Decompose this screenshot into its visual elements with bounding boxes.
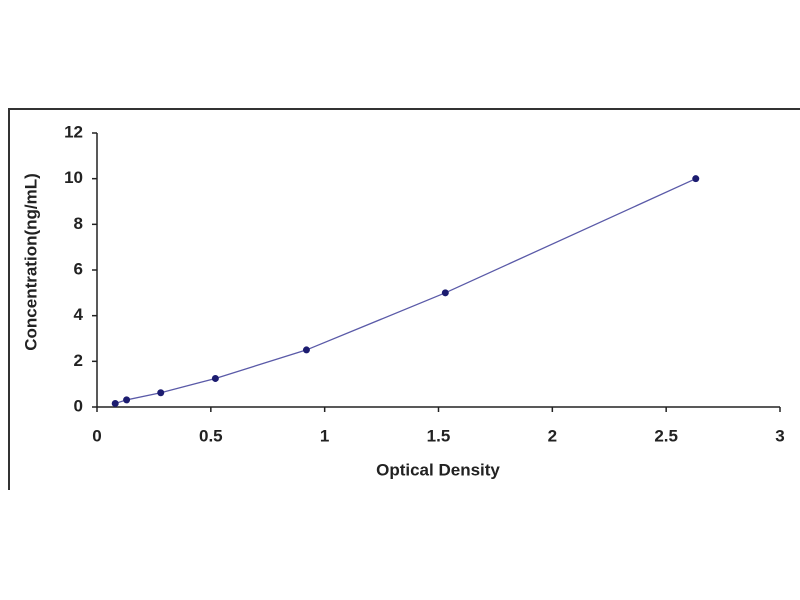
x-tick-label: 2 (548, 426, 557, 445)
y-tick-label: 12 (64, 122, 83, 141)
data-point (211, 374, 219, 382)
x-tick-label: 2.5 (654, 426, 678, 445)
y-tick-label: 10 (64, 168, 83, 187)
x-tick-label: 0.5 (199, 426, 223, 445)
x-tick-label: 1.5 (427, 426, 451, 445)
x-axis-label: Optical Density (376, 460, 500, 479)
x-tick-label: 3 (775, 426, 784, 445)
data-point (692, 175, 700, 183)
y-tick-label: 0 (74, 396, 83, 415)
y-tick-label: 4 (74, 305, 84, 324)
y-tick-label: 2 (74, 351, 83, 370)
x-tick-label: 1 (320, 426, 329, 445)
y-tick-label: 6 (74, 259, 83, 278)
data-point (111, 399, 119, 407)
data-point (123, 396, 131, 404)
data-point (441, 289, 449, 297)
data-point (157, 389, 165, 397)
x-tick-label: 0 (92, 426, 101, 445)
data-point (302, 346, 310, 354)
fit-line (115, 178, 697, 405)
y-axis-label: Concentration(ng/mL) (21, 173, 40, 351)
y-tick-label: 8 (74, 214, 83, 233)
